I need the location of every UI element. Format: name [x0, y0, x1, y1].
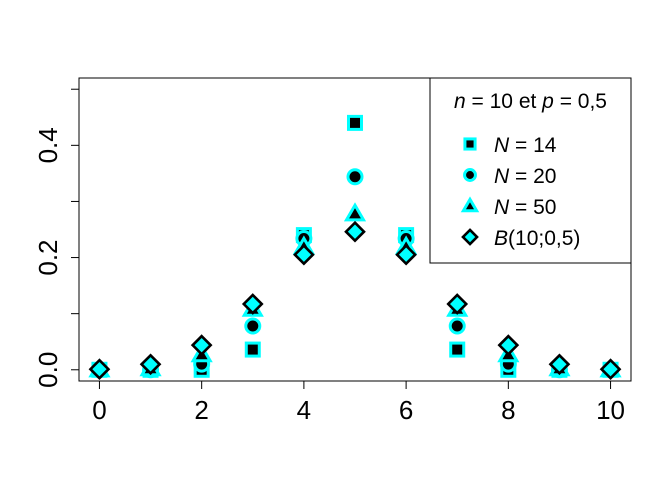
- data-point-square: [244, 341, 261, 358]
- data-point-diamond: [344, 220, 366, 243]
- legend-marker-diamond: [461, 228, 479, 246]
- legend-box: [429, 77, 632, 264]
- legend-title: n = 10 et p = 0,5: [454, 90, 607, 113]
- x-tick-label: 4: [297, 395, 311, 425]
- axes: 0 2 4 6 8 10 0.0 0.2 0.4: [33, 77, 632, 425]
- data-point-diamond: [497, 334, 520, 356]
- legend-entry: N = 50: [494, 196, 556, 219]
- legend-marker-circle: [463, 168, 477, 182]
- data-point-diamond: [190, 334, 213, 356]
- data-point-diamond: [446, 293, 469, 315]
- x-tick-label: 2: [194, 395, 208, 425]
- legend-entry: N = 14: [494, 134, 557, 157]
- data-points: [88, 114, 622, 381]
- legend: n = 10 et p = 0,5 N = 14 N = 20 N = 50 B(10;…: [429, 77, 632, 264]
- y-tick-label: 0.2: [33, 239, 63, 275]
- data-point-diamond: [599, 358, 622, 381]
- data-point-square: [347, 114, 363, 131]
- x-tick-label: 0: [92, 395, 106, 425]
- y-tick-label: 0.4: [33, 127, 63, 163]
- data-point-circle: [244, 317, 262, 335]
- y-tick-label: 0.0: [33, 352, 63, 388]
- data-point-square: [449, 341, 466, 358]
- data-point-triangle: [343, 202, 367, 222]
- legend-entry: N = 20: [494, 165, 556, 188]
- x-tick-label: 6: [399, 395, 413, 425]
- data-point-diamond: [241, 293, 264, 315]
- legend-entry: B(10;0,5): [494, 227, 580, 250]
- data-point-circle: [346, 168, 364, 186]
- x-tick-label: 10: [596, 395, 625, 425]
- legend-marker-square: [463, 137, 477, 151]
- data-point-diamond: [548, 353, 571, 376]
- data-point-diamond: [293, 243, 315, 266]
- data-point-diamond: [139, 353, 162, 376]
- legend-marker-triangle: [460, 196, 480, 213]
- x-tick-label: 8: [501, 395, 515, 425]
- data-point-diamond: [88, 358, 111, 381]
- series-diamond: [88, 220, 622, 381]
- data-point-diamond: [395, 243, 417, 266]
- data-point-circle: [448, 317, 466, 335]
